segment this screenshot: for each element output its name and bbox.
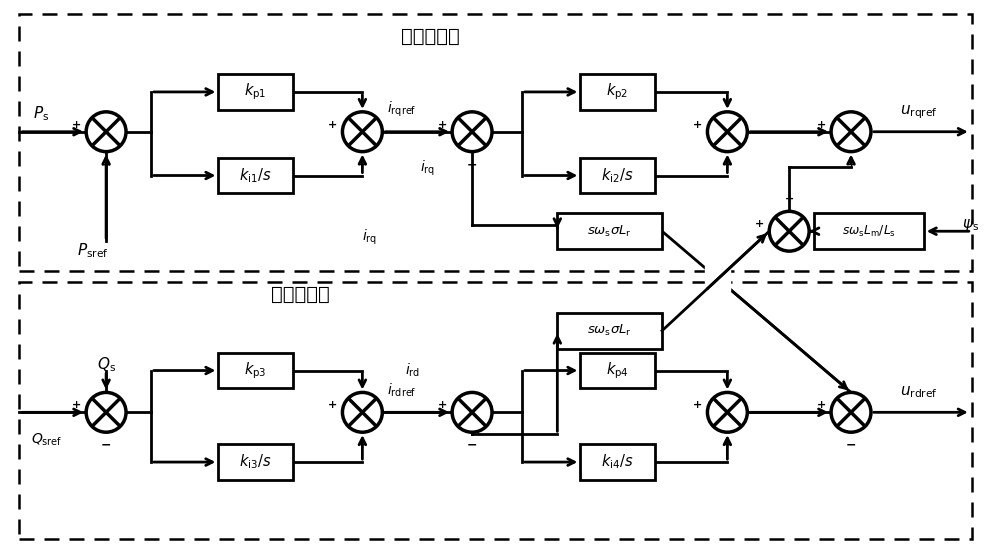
Text: +: + xyxy=(816,120,826,130)
Text: +: + xyxy=(328,400,337,410)
Text: $k_{\rm i3}/s$: $k_{\rm i3}/s$ xyxy=(239,453,272,471)
Text: +: + xyxy=(785,195,794,205)
Text: $\psi_{\rm s}$: $\psi_{\rm s}$ xyxy=(962,217,979,233)
FancyBboxPatch shape xyxy=(19,282,972,539)
Text: $\mathit{Q}_{\rm s}$: $\mathit{Q}_{\rm s}$ xyxy=(97,355,116,374)
FancyBboxPatch shape xyxy=(557,313,662,348)
Text: $k_{\rm i4}/s$: $k_{\rm i4}/s$ xyxy=(601,453,634,471)
Circle shape xyxy=(342,112,382,152)
Text: +: + xyxy=(693,120,702,130)
Text: $\mathit{P}_{\rm sref}$: $\mathit{P}_{\rm sref}$ xyxy=(77,242,109,260)
Text: $k_{\rm p3}$: $k_{\rm p3}$ xyxy=(244,360,267,381)
FancyBboxPatch shape xyxy=(814,213,924,249)
Text: +: + xyxy=(723,160,732,170)
Bar xyxy=(705,267,730,291)
Text: $k_{\rm i2}/s$: $k_{\rm i2}/s$ xyxy=(601,166,634,185)
Text: $k_{\rm p2}$: $k_{\rm p2}$ xyxy=(606,82,629,102)
Text: +: + xyxy=(358,440,367,450)
Circle shape xyxy=(769,211,809,251)
Text: +: + xyxy=(72,120,81,130)
Text: $\mathit{i}_{\rm rdref}$: $\mathit{i}_{\rm rdref}$ xyxy=(387,382,417,399)
Circle shape xyxy=(452,393,492,432)
Circle shape xyxy=(831,112,871,152)
Text: −: − xyxy=(846,439,856,452)
Text: $k_{\rm p4}$: $k_{\rm p4}$ xyxy=(606,360,629,381)
Text: $\mathit{u}_{\rm rdref}$: $\mathit{u}_{\rm rdref}$ xyxy=(900,384,938,400)
FancyBboxPatch shape xyxy=(218,74,293,110)
Circle shape xyxy=(707,112,747,152)
Text: −: − xyxy=(101,439,111,452)
Text: $\mathit{i}_{\rm rd}$: $\mathit{i}_{\rm rd}$ xyxy=(405,362,420,379)
Text: −: − xyxy=(101,158,111,171)
Text: +: + xyxy=(72,400,81,410)
Text: $\mathit{i}_{\rm rq}$: $\mathit{i}_{\rm rq}$ xyxy=(362,227,378,247)
Text: −: − xyxy=(467,158,477,171)
Text: +: + xyxy=(358,160,367,170)
Circle shape xyxy=(831,393,871,432)
Text: $s\omega_{\rm s}L_{\rm m}/L_{\rm s}$: $s\omega_{\rm s}L_{\rm m}/L_{\rm s}$ xyxy=(842,223,896,239)
Text: +: + xyxy=(693,400,702,410)
Text: 有功控制环: 有功控制环 xyxy=(401,27,460,46)
Text: $\mathit{i}_{\rm rq}$: $\mathit{i}_{\rm rq}$ xyxy=(420,159,435,178)
FancyBboxPatch shape xyxy=(580,74,655,110)
FancyBboxPatch shape xyxy=(19,14,972,271)
Circle shape xyxy=(86,112,126,152)
Text: +: + xyxy=(438,400,447,410)
Text: $\mathit{i}_{\rm rqref}$: $\mathit{i}_{\rm rqref}$ xyxy=(387,100,417,119)
Text: $\mathit{u}_{\rm rqref}$: $\mathit{u}_{\rm rqref}$ xyxy=(900,103,938,121)
FancyBboxPatch shape xyxy=(580,444,655,480)
Text: +: + xyxy=(723,440,732,450)
Circle shape xyxy=(342,393,382,432)
FancyBboxPatch shape xyxy=(218,353,293,388)
Text: $s\omega_{\rm s}\sigma L_{\rm r}$: $s\omega_{\rm s}\sigma L_{\rm r}$ xyxy=(587,223,632,239)
Text: $s\omega_{\rm s}\sigma L_{\rm r}$: $s\omega_{\rm s}\sigma L_{\rm r}$ xyxy=(587,323,632,338)
Text: +: + xyxy=(846,160,856,170)
Text: +: + xyxy=(438,120,447,130)
FancyBboxPatch shape xyxy=(580,158,655,194)
Text: $\mathit{Q}_{\rm sref}$: $\mathit{Q}_{\rm sref}$ xyxy=(31,432,63,448)
Text: +: + xyxy=(755,219,764,229)
FancyBboxPatch shape xyxy=(580,353,655,388)
Circle shape xyxy=(452,112,492,152)
FancyBboxPatch shape xyxy=(557,213,662,249)
FancyBboxPatch shape xyxy=(218,158,293,194)
Text: 无功控制环: 无功控制环 xyxy=(271,285,330,304)
Circle shape xyxy=(707,393,747,432)
Text: $\mathit{P}_{\rm s}$: $\mathit{P}_{\rm s}$ xyxy=(33,105,49,123)
Circle shape xyxy=(86,393,126,432)
Text: $k_{\rm i1}/s$: $k_{\rm i1}/s$ xyxy=(239,166,272,185)
FancyBboxPatch shape xyxy=(218,444,293,480)
Text: $k_{\rm p1}$: $k_{\rm p1}$ xyxy=(244,82,267,102)
Text: +: + xyxy=(328,120,337,130)
Text: −: − xyxy=(467,439,477,452)
Text: +: + xyxy=(816,400,826,410)
